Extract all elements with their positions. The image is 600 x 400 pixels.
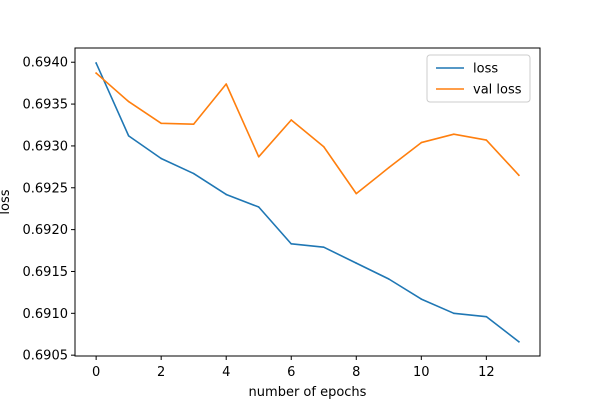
data-point [485,139,488,141]
y-tick-label: 0.6930 [23,139,69,154]
plot-frame [74,47,541,357]
y-tick-label: 0.6920 [23,223,69,238]
data-point [160,157,162,160]
data-point [420,141,423,144]
x-tick-label: 12 [478,365,495,380]
data-point [192,172,195,175]
data-point [518,340,520,343]
legend: loss val loss [426,54,531,103]
x-tick-label: 4 [222,365,230,380]
y-axis-label: loss [0,189,13,214]
data-point [387,166,390,169]
data-point [225,193,228,196]
y-tick-label: 0.6940 [23,56,69,71]
data-point [257,206,260,208]
data-point [95,72,97,74]
data-point [355,192,358,195]
x-axis-label: number of epochs [249,385,367,400]
x-tick-label: 2 [157,365,165,380]
y-tick-label: 0.6905 [23,349,69,364]
data-point [518,174,520,177]
data-point [453,133,455,136]
x-axis: 0 2 4 6 8 10 12 [92,356,495,380]
y-tick-label: 0.6925 [23,181,69,196]
legend-box [426,54,531,103]
y-axis: 0.6905 0.6910 0.6915 0.6920 0.6925 0.6930 0.69… [23,56,75,364]
data-point [322,246,325,248]
series-line-loss [95,62,520,343]
y-tick-label: 0.6915 [23,265,69,280]
data-point [290,119,293,121]
data-point [127,100,130,103]
data-point [257,156,260,158]
data-point [225,83,228,85]
series-line-val-loss [95,71,520,195]
data-point [192,123,195,125]
data-point [420,298,423,300]
data-point [127,135,130,137]
data-point [290,243,293,245]
legend-label: val loss [473,83,522,98]
data-point [387,278,390,280]
data-point [95,62,97,64]
legend-label: loss [473,62,498,77]
data-point [355,262,358,264]
x-tick-label: 0 [92,365,100,380]
data-point [485,315,488,318]
y-tick-label: 0.6935 [23,98,69,113]
x-tick-label: 8 [352,365,360,380]
data-point [160,122,162,125]
x-tick-label: 10 [413,365,430,380]
data-point [453,312,455,315]
y-tick-label: 0.6910 [23,307,69,322]
x-tick-label: 6 [287,365,295,380]
data-point [322,145,325,148]
